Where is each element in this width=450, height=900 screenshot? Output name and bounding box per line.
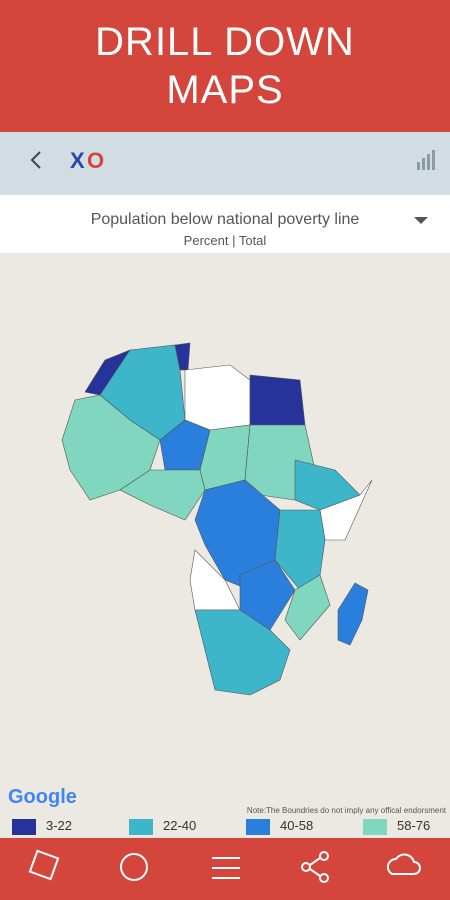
toolbar: X O [0, 132, 450, 195]
back-button[interactable] [30, 151, 41, 169]
title-line: MAPS [166, 68, 284, 112]
map-note: Note:The Boundries do not imply any offi… [247, 806, 447, 815]
filter-button[interactable] [212, 857, 240, 879]
legend-label: 3-22 [46, 818, 73, 833]
legend-item: 40-58 [246, 818, 313, 835]
legend-label: 22-40 [163, 818, 197, 833]
chart-button[interactable] [417, 150, 435, 170]
legend-item: 22-40 [129, 818, 196, 835]
legend-item: 3-22 [12, 818, 72, 835]
timeline-button[interactable] [120, 853, 148, 881]
indicator-subtitle: Percent | Total [183, 233, 267, 248]
legend-swatch [246, 818, 270, 835]
legend: 3-22 22-40 40-58 58-76 [0, 816, 450, 838]
logo-x: X [70, 148, 85, 173]
toolbar-icons: X O [30, 148, 435, 173]
google-attribution: Google [8, 786, 77, 808]
legend-label: 40-58 [280, 818, 314, 833]
indicator-selector[interactable]: Population below national poverty line P… [0, 195, 450, 253]
bottom-icons [28, 849, 421, 883]
indicator-title: Population below national poverty line [90, 211, 360, 228]
share-button[interactable] [301, 851, 329, 883]
dropdown-arrow [414, 217, 428, 224]
bottom-bar [0, 838, 450, 900]
legend-swatch [363, 818, 387, 835]
legend-swatch [12, 818, 36, 835]
legend-swatch [129, 818, 153, 835]
legend-item: 58-76 [363, 818, 430, 835]
logo-o: O [87, 148, 104, 173]
map[interactable]: Google Note:The Boundries do not imply a… [0, 253, 450, 838]
theme-button[interactable] [28, 849, 60, 881]
legend-label: 58-76 [397, 818, 431, 833]
title-line: DRILL DOWN [95, 20, 355, 64]
download-button[interactable] [386, 853, 421, 875]
header: DRILL DOWN MAPS [0, 0, 450, 132]
